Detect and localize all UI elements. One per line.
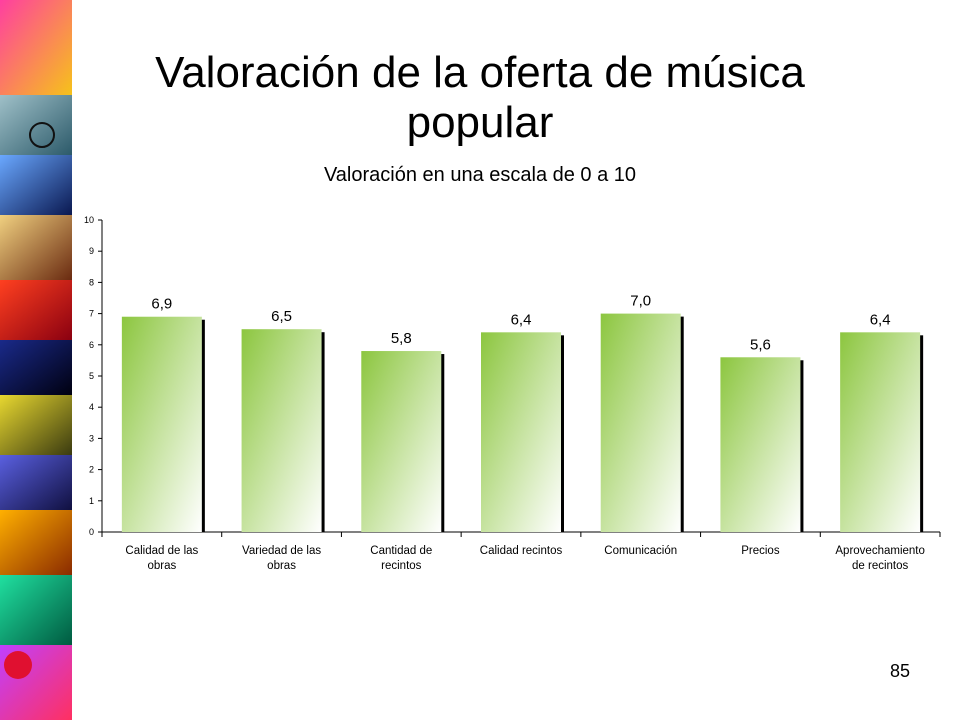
y-tick-label: 8 [89,277,94,287]
data-label: 6,5 [271,308,292,325]
data-label: 5,6 [750,336,771,353]
bar [720,357,801,532]
y-tick-label: 10 [84,215,94,225]
data-label: 6,4 [511,311,532,328]
x-tick-label: recintos [381,560,422,572]
x-tick-label: Cantidad de [370,545,432,557]
x-tick-label: Calidad de las [125,545,198,557]
x-tick-label: obras [147,560,176,572]
photo-collage-image [0,0,72,720]
bar [241,329,322,532]
x-tick-label: Comunicación [604,545,677,557]
bar [481,332,561,532]
bar [361,351,442,532]
x-tick-label: Variedad de las [242,545,321,557]
bar [121,316,202,532]
x-tick-label: Precios [741,545,780,557]
x-tick-label: Calidad recintos [480,545,563,557]
y-tick-label: 4 [89,402,94,412]
data-label: 7,0 [630,293,651,310]
y-tick-label: 1 [89,496,94,506]
y-tick-label: 7 [89,309,94,319]
slide-subtitle: Valoración en una escala de 0 a 10 [323,164,637,186]
y-tick-label: 5 [89,371,94,381]
y-tick-label: 0 [89,527,94,537]
photo-strip [0,0,72,720]
x-tick-label: obras [267,560,296,572]
y-tick-label: 3 [89,433,94,443]
bar [840,332,921,532]
x-tick-label: Aprovechamiento [835,545,925,557]
data-label: 6,9 [151,296,172,313]
x-tick-label: de recintos [852,560,909,572]
y-tick-label: 9 [89,246,94,256]
data-label: 6,4 [870,311,891,328]
bar [600,313,681,532]
bar-chart: 0 1 2 3 4 5 6 7 8 9 10 6,9 Calidad de las obras 6,5 Var… [84,215,941,572]
y-tick-label: 6 [89,340,94,350]
data-label: 5,8 [391,330,412,347]
page-number: 85 [889,661,910,681]
slide-title: Valoración de la oferta de música popula… [155,48,805,147]
y-tick-label: 2 [89,465,94,475]
